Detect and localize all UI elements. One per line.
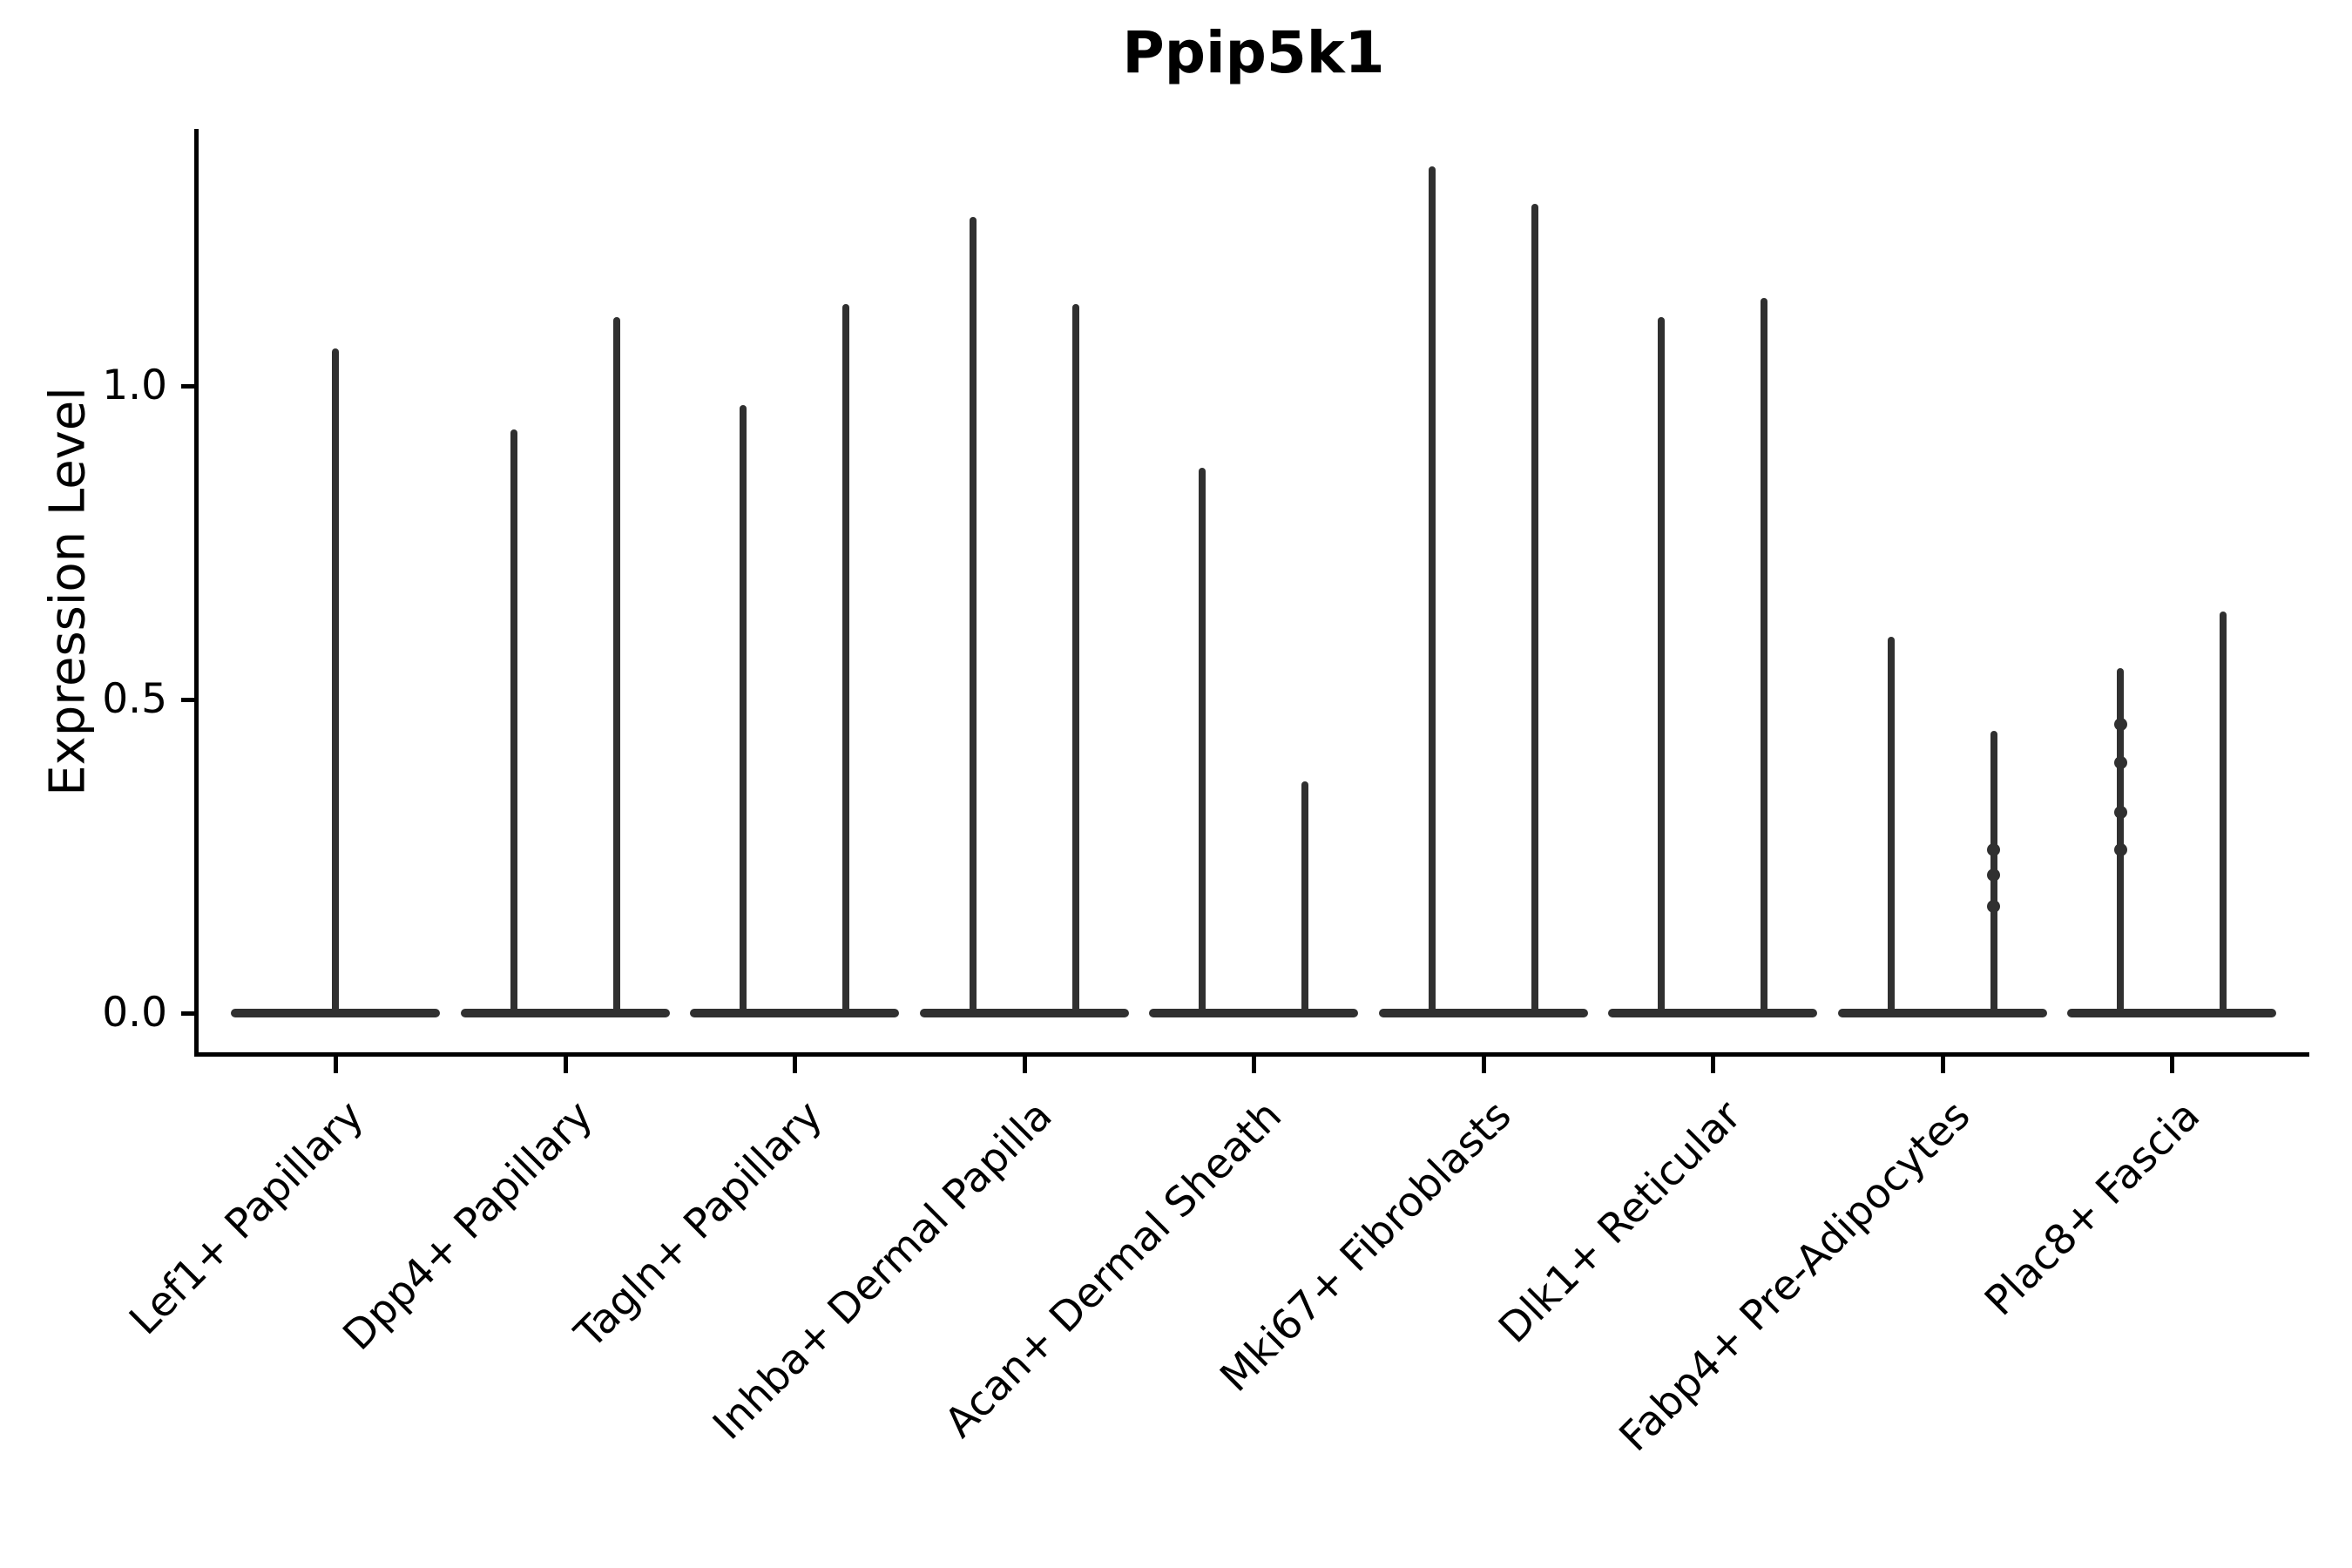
violin-spike	[1761, 298, 1767, 1017]
x-tick-label: Dlk1+ Reticular	[1489, 1092, 1751, 1353]
violin-base	[460, 1009, 670, 1017]
x-tick-mark	[793, 1057, 797, 1073]
violin-density-knot	[1987, 843, 2000, 857]
violin-spike	[740, 404, 747, 1017]
y-tick-mark	[181, 698, 195, 702]
violin-base	[690, 1009, 899, 1017]
x-tick-label: Dpp4+ Papillary	[334, 1092, 603, 1360]
violin-spike	[969, 216, 977, 1017]
violin-base	[1608, 1009, 1817, 1017]
violin-spike	[510, 429, 517, 1017]
violin-spike	[332, 348, 339, 1017]
x-tick-mark	[1940, 1057, 1945, 1073]
violin-base	[2067, 1009, 2276, 1017]
violin-spike	[612, 316, 620, 1017]
x-axis-spine	[194, 1052, 2309, 1057]
x-tick-mark	[1711, 1057, 1715, 1073]
x-tick-label: Plac8+ Fascia	[1976, 1092, 2210, 1326]
y-tick-mark	[181, 1011, 195, 1016]
violin-spike	[2117, 668, 2124, 1017]
x-tick-mark	[1481, 1057, 1486, 1073]
violin-base	[1378, 1009, 1588, 1017]
x-tick-mark	[1022, 1057, 1027, 1073]
x-tick-label: Tagln+ Papillary	[565, 1092, 833, 1358]
violin-density-knot	[1987, 868, 2000, 882]
violin-density-knot	[2113, 718, 2127, 732]
y-tick-label: 1.0	[102, 362, 167, 409]
violin-density-knot	[2113, 755, 2127, 769]
violin-base	[919, 1009, 1129, 1017]
x-tick-mark	[334, 1057, 338, 1073]
violin-spike	[1531, 204, 1538, 1017]
violin-base	[1149, 1009, 1358, 1017]
violin-spike	[2220, 612, 2227, 1017]
violin-spike	[1199, 467, 1206, 1017]
y-tick-mark	[181, 384, 195, 389]
y-tick-label: 0.5	[102, 675, 167, 723]
violin-base	[1837, 1009, 2047, 1017]
violin-spike	[1071, 304, 1079, 1017]
violin-density-knot	[2113, 806, 2127, 820]
x-tick-mark	[1252, 1057, 1256, 1073]
y-axis-spine	[194, 129, 199, 1057]
violin-spike	[1428, 166, 1436, 1017]
x-tick-mark	[563, 1057, 568, 1073]
x-tick-label: Lef1+ Papillary	[120, 1092, 374, 1345]
y-tick-label: 0.0	[102, 989, 167, 1037]
violin-spike	[842, 304, 849, 1017]
violin-spike	[1887, 637, 1895, 1017]
x-tick-mark	[2170, 1057, 2174, 1073]
chart-title: Ppip5k1	[1122, 19, 1385, 86]
violin-density-knot	[1987, 900, 2000, 914]
violin-spike	[1658, 316, 1665, 1017]
violin-spike	[1301, 781, 1308, 1017]
violin-density-knot	[2113, 843, 2127, 857]
y-axis-label: Expression Level	[39, 387, 97, 796]
